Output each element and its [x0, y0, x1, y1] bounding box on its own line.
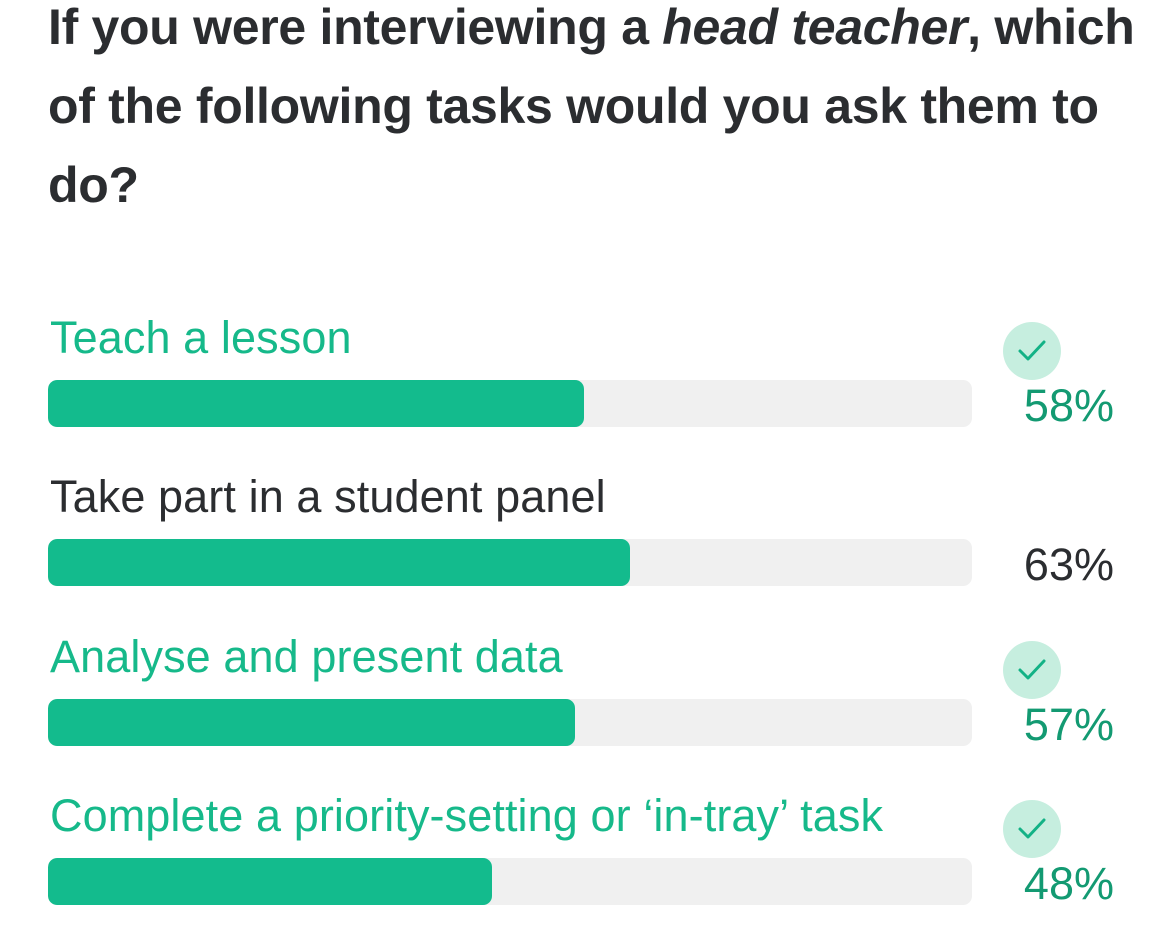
- option-label: Teach a lesson: [50, 312, 352, 363]
- checkmark-icon: [1003, 322, 1061, 380]
- option-label: Complete a priority-setting or ‘in-tray’…: [50, 790, 884, 841]
- result-bar-track: [48, 539, 972, 586]
- poll-option-analyse-data[interactable]: Analyse and present data 57%: [48, 631, 1128, 751]
- option-percent: 63%: [1023, 539, 1114, 590]
- result-bar-fill: [48, 699, 575, 746]
- result-bar-track: [48, 858, 972, 905]
- option-label: Take part in a student panel: [50, 471, 606, 522]
- question-text-end: , which of the following tasks would you…: [48, 0, 1135, 213]
- option-label: Analyse and present data: [50, 631, 563, 682]
- result-bar-fill: [48, 539, 631, 586]
- result-bar-track: [48, 380, 972, 427]
- checkmark-icon: [1003, 641, 1061, 699]
- poll-question: If you were interviewing a head teacher,…: [48, 0, 1138, 225]
- question-emphasis: head teacher: [662, 0, 968, 55]
- result-bar-fill: [48, 858, 492, 905]
- question-text-start: If you were interviewing a: [48, 0, 663, 55]
- result-bar-track: [48, 699, 972, 746]
- checkmark-icon: [1003, 800, 1061, 858]
- poll-option-in-tray-task[interactable]: Complete a priority-setting or ‘in-tray’…: [48, 790, 1128, 910]
- option-percent: 57%: [1023, 699, 1114, 750]
- poll-option-student-panel[interactable]: Take part in a student panel 63%: [48, 471, 1128, 591]
- option-percent: 48%: [1023, 858, 1114, 909]
- result-bar-fill: [48, 380, 584, 427]
- option-percent: 58%: [1023, 380, 1114, 431]
- poll-option-teach-lesson[interactable]: Teach a lesson 58%: [48, 312, 1128, 432]
